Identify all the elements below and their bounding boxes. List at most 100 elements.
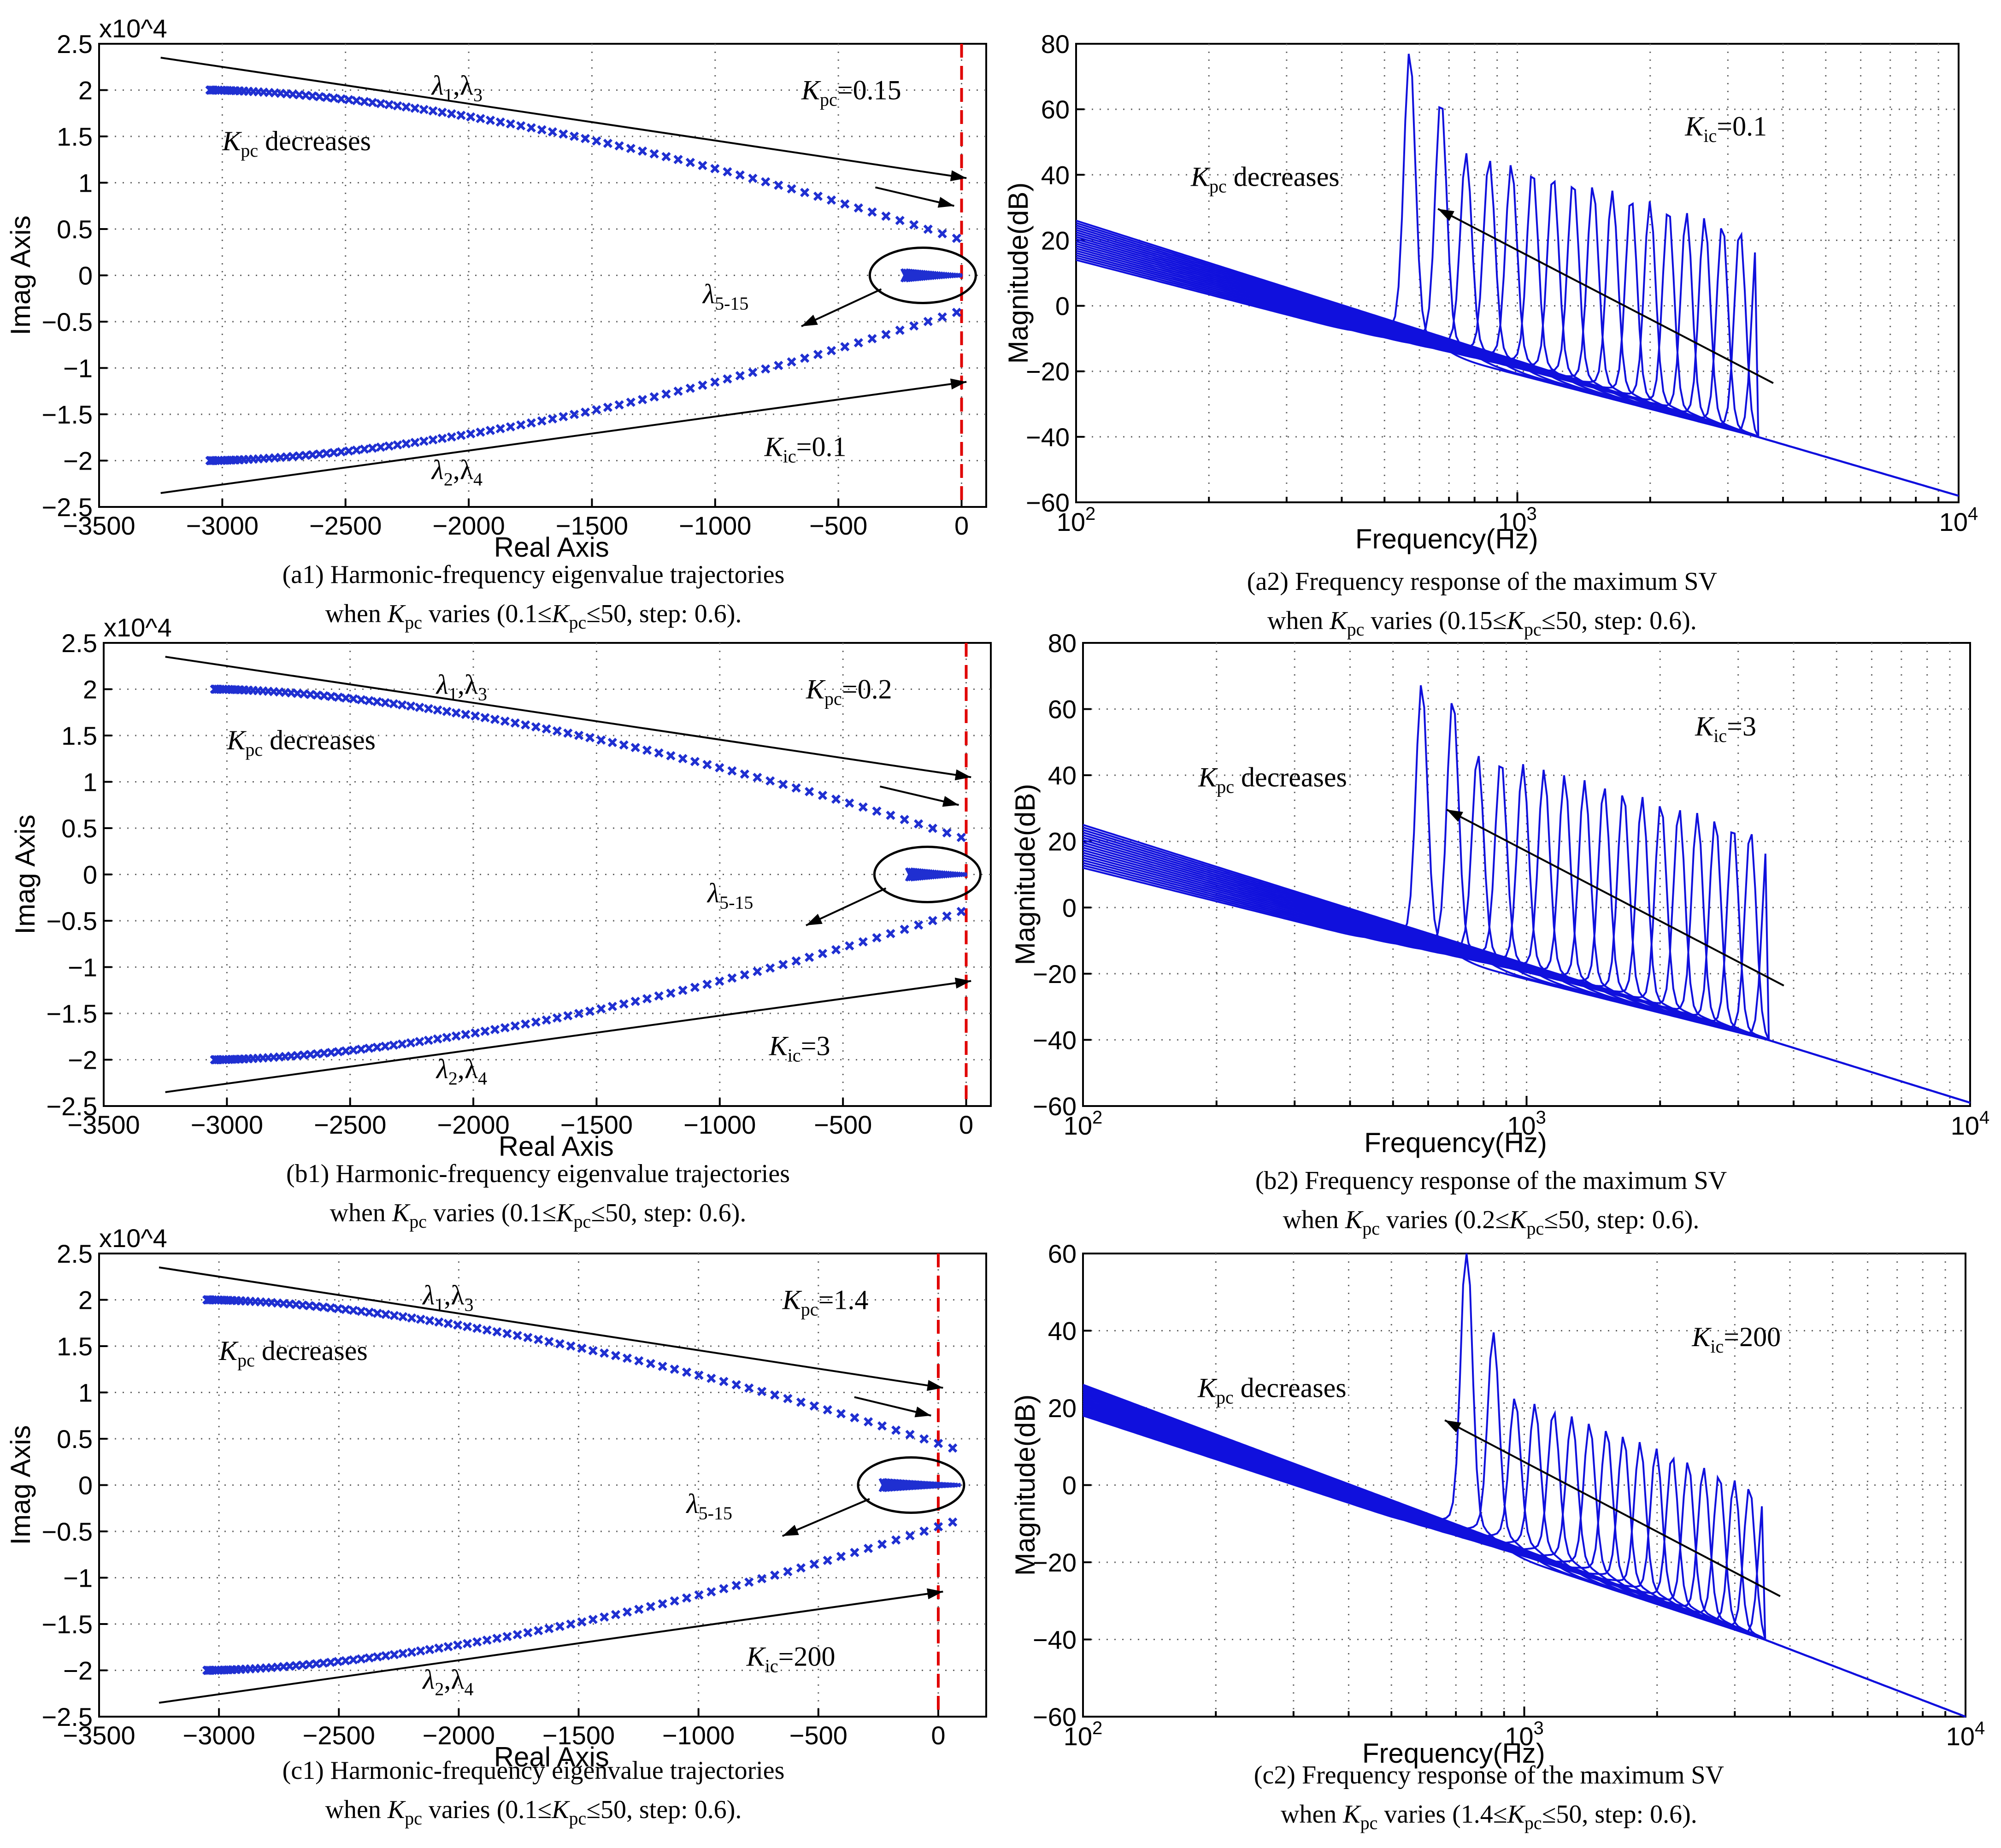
subscript: pc — [1209, 176, 1227, 196]
plot-area — [1082, 1253, 1966, 1718]
y-tick-label: −2 — [63, 1656, 93, 1685]
eigen-upper-marker — [407, 1313, 417, 1323]
cluster-ellipse — [868, 247, 977, 304]
text-run: ≤50, step: 0.6). — [1542, 1800, 1697, 1829]
subscript: 2 — [444, 469, 453, 490]
tick-exponent: 2 — [1092, 1718, 1102, 1738]
eigen-lower-marker — [863, 1543, 873, 1554]
eigen-lower-marker — [401, 439, 411, 448]
subscript: pc — [405, 612, 422, 633]
text-run: λ — [706, 878, 719, 908]
eigen-lower-marker — [698, 380, 707, 390]
eigen-lower-marker — [526, 418, 536, 428]
eigen-lower-marker — [685, 383, 695, 393]
x-tick-label: 102 — [1064, 1718, 1103, 1751]
text-run: ≤50, step: 0.6). — [591, 1199, 746, 1227]
eigen-lower-marker — [406, 1038, 416, 1048]
eigen-lower-marker — [682, 1593, 692, 1603]
y-tick-label: 1.5 — [57, 122, 93, 151]
text-run: K — [551, 1795, 570, 1824]
eigen-lower-marker — [368, 443, 377, 453]
eigen-upper-marker — [442, 706, 452, 716]
eigen-upper-marker — [437, 107, 447, 117]
eigen-lower-marker — [490, 1024, 500, 1035]
eigen-lower-marker — [840, 342, 850, 352]
y-tick-label: −60 — [1033, 1092, 1077, 1121]
arrow-head — [801, 314, 818, 327]
text-run: λ — [436, 1054, 448, 1084]
eigen-upper-marker — [516, 121, 526, 131]
text-run: when — [1267, 606, 1330, 635]
tick-exponent: 3 — [1527, 504, 1537, 524]
y-tick-label: −0.5 — [41, 1517, 93, 1546]
eigen-upper-marker — [416, 1314, 425, 1324]
text-run: varies (0.1≤ — [427, 1199, 556, 1227]
eigen-lower-marker — [534, 1626, 543, 1636]
eigen-lower-marker — [592, 405, 601, 415]
eigen-upper-marker — [791, 783, 801, 793]
eigen-upper-marker — [630, 743, 640, 753]
eigen-upper-marker — [813, 191, 823, 201]
eigen-lower-marker — [905, 1531, 915, 1541]
arrow-shaft — [160, 57, 967, 179]
text-run: ,λ — [458, 670, 478, 700]
y-tick-label: 40 — [1041, 160, 1070, 189]
y-tick-label: 0.5 — [57, 215, 93, 244]
label-lambda515: λ5-15 — [702, 279, 748, 314]
eigen-lower-marker — [690, 983, 700, 992]
eigen-lower-marker — [329, 448, 339, 458]
eigen-upper-marker — [614, 141, 624, 151]
subscript: pc — [1526, 1218, 1544, 1239]
eigen-lower-marker — [563, 1011, 573, 1021]
text-run: K — [226, 725, 247, 755]
subscript: pc — [405, 1808, 422, 1829]
subscript: ic — [788, 1045, 801, 1065]
eigen-lower-marker — [886, 929, 895, 938]
label-lambda13: λ1,λ3 — [431, 71, 483, 106]
eigen-lower-marker — [654, 991, 664, 1001]
text-run: =200 — [778, 1641, 836, 1671]
eigen-upper-marker — [352, 96, 361, 106]
eigen-lower-marker — [895, 325, 905, 335]
eigen-lower-marker — [531, 1017, 541, 1027]
arrow-shaft — [165, 980, 971, 1093]
eigen-lower-marker — [319, 1048, 329, 1058]
x-tick-label: 0 — [931, 1721, 945, 1750]
y-tick-label: −60 — [1026, 488, 1070, 517]
eigen-upper-marker — [809, 1401, 819, 1411]
eigen-upper-marker — [506, 119, 515, 129]
eigen-upper-marker — [588, 1346, 598, 1355]
label-lambda13: λ1,λ3 — [436, 670, 487, 705]
text-run: K — [1684, 111, 1705, 141]
eigen-upper-marker — [447, 109, 456, 119]
eigen-lower-marker — [397, 1039, 407, 1049]
eigen-upper-marker — [381, 1309, 391, 1319]
eigen-lower-marker — [646, 1602, 655, 1612]
eigen-upper-marker — [308, 91, 318, 101]
eigen-lower-marker — [451, 1031, 461, 1041]
eigen-lower-marker — [574, 1009, 584, 1018]
eigen-upper-marker — [563, 728, 573, 738]
eigen-lower-marker — [341, 1656, 351, 1666]
eigen-lower-marker — [831, 945, 841, 955]
eigen-upper-marker — [735, 170, 745, 180]
eigen-upper-marker — [510, 718, 520, 728]
label-kic-value: Kic=200 — [1691, 1322, 1781, 1357]
arrow-kpc-decreases — [1444, 1419, 1781, 1597]
caption-line-2: when Kpc varies (0.1≤Kpc≤50, step: 0.6). — [325, 600, 742, 633]
eigen-lower-marker — [510, 1021, 520, 1031]
cluster-ellipse — [857, 1456, 965, 1514]
eigen-lower-marker — [341, 1046, 351, 1056]
eigen-lower-marker — [305, 1660, 314, 1669]
eigen-lower-marker — [443, 1642, 453, 1652]
label-kpc-decreases: Kpc decreases — [218, 1336, 368, 1371]
subscript: pc — [1524, 619, 1542, 640]
eigen-lower-marker — [800, 353, 810, 363]
text-run: K — [222, 126, 242, 156]
subscript: 3 — [478, 684, 487, 705]
eigen-lower-marker — [872, 933, 882, 943]
eigen-lower-marker — [398, 1648, 408, 1658]
arrow-shaft — [160, 381, 967, 494]
eigen-lower-marker — [600, 1612, 609, 1622]
eigen-lower-marker — [552, 1013, 562, 1023]
